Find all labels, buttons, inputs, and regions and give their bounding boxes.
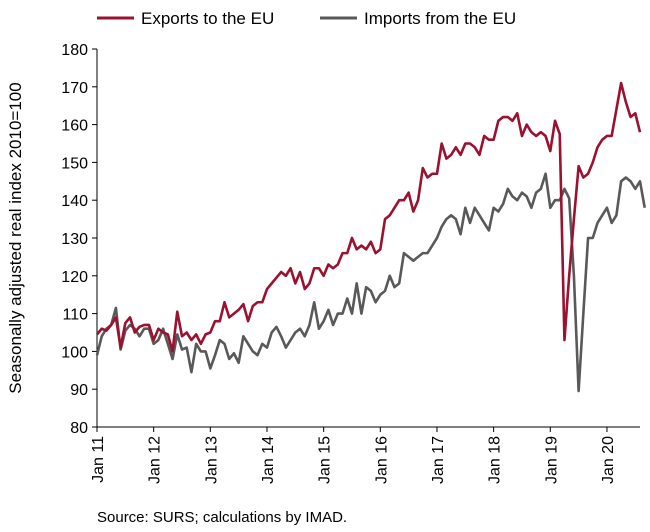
y-tick-label: 90 (70, 382, 88, 399)
series-line-exports (96, 81, 642, 353)
x-tick-label: Jan 20 (600, 436, 617, 484)
y-tick-label: 150 (61, 155, 88, 172)
x-axis-ticks: Jan 11 Jan 12 Jan 13 Jan 14 Jan 15 Jan 16 Jan … (90, 427, 617, 484)
y-tick-label: 100 (61, 344, 88, 361)
x-tick-label: Jan 11 (90, 436, 107, 483)
source-note: Source: SURS; calculations by IMAD. (97, 509, 347, 526)
y-tick-label: 120 (61, 269, 88, 286)
y-axis-title: Seasonally adjusted real index 2010=100 (6, 82, 25, 393)
x-tick-label: Jan 16 (373, 436, 390, 484)
x-tick-label: Jan 14 (260, 436, 277, 484)
y-tick-label: 170 (61, 80, 88, 97)
legend: Exports to the EU Imports from the EU (97, 9, 516, 28)
y-tick-label: 110 (62, 307, 88, 324)
x-tick-label: Jan 18 (487, 436, 504, 484)
legend-label-exports: Exports to the EU (141, 9, 274, 28)
y-tick-label: 130 (61, 231, 88, 248)
y-tick-label: 160 (61, 118, 88, 135)
y-tick-label: 180 (61, 42, 88, 59)
plot-area (96, 49, 640, 428)
x-tick-label: Jan 17 (430, 436, 447, 484)
x-tick-label: Jan 15 (317, 436, 334, 484)
y-tick-label: 80 (70, 420, 88, 437)
series-lines (95, 81, 646, 393)
legend-label-imports: Imports from the EU (364, 9, 516, 28)
x-tick-label: Jan 19 (543, 436, 560, 484)
series-line-imports (95, 172, 646, 393)
x-tick-label: Jan 12 (147, 436, 164, 484)
y-axis-ticks: 80 90 100 110 120 130 140 150 160 170 180 (61, 42, 97, 437)
x-tick-label: Jan 13 (203, 436, 220, 484)
y-tick-label: 140 (61, 193, 88, 210)
